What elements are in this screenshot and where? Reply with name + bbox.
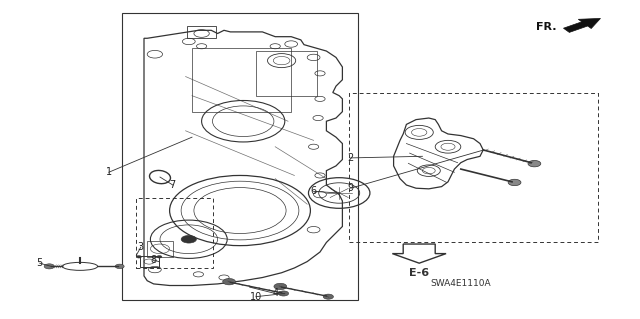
Circle shape bbox=[508, 179, 521, 186]
Text: 4: 4 bbox=[272, 288, 278, 299]
Text: 6: 6 bbox=[310, 186, 317, 197]
Text: 2: 2 bbox=[348, 153, 354, 163]
Text: 7: 7 bbox=[170, 180, 176, 190]
Circle shape bbox=[115, 264, 124, 269]
Bar bbox=[136, 198, 213, 268]
Bar bbox=[349, 93, 598, 242]
Bar bbox=[192, 48, 291, 112]
Circle shape bbox=[528, 160, 541, 167]
Bar bbox=[256, 51, 317, 96]
Text: E-6: E-6 bbox=[409, 268, 429, 278]
Circle shape bbox=[136, 256, 141, 258]
Text: SWA4E1110A: SWA4E1110A bbox=[431, 279, 491, 288]
Text: 8: 8 bbox=[150, 255, 157, 265]
Text: 9: 9 bbox=[348, 183, 354, 193]
Bar bbox=[147, 241, 173, 257]
Circle shape bbox=[181, 235, 196, 243]
Circle shape bbox=[274, 283, 287, 290]
Text: FR.: FR. bbox=[536, 22, 557, 32]
Bar bbox=[122, 13, 358, 300]
Circle shape bbox=[44, 264, 54, 269]
Text: 5: 5 bbox=[36, 258, 43, 268]
Text: 1: 1 bbox=[106, 167, 112, 177]
Polygon shape bbox=[563, 19, 600, 33]
Circle shape bbox=[157, 256, 162, 258]
Bar bbox=[187, 26, 216, 38]
Circle shape bbox=[323, 294, 333, 299]
Bar bbox=[140, 256, 159, 267]
Circle shape bbox=[223, 278, 236, 285]
Text: 3: 3 bbox=[138, 242, 144, 252]
Circle shape bbox=[278, 291, 289, 296]
Text: 10: 10 bbox=[250, 292, 262, 302]
